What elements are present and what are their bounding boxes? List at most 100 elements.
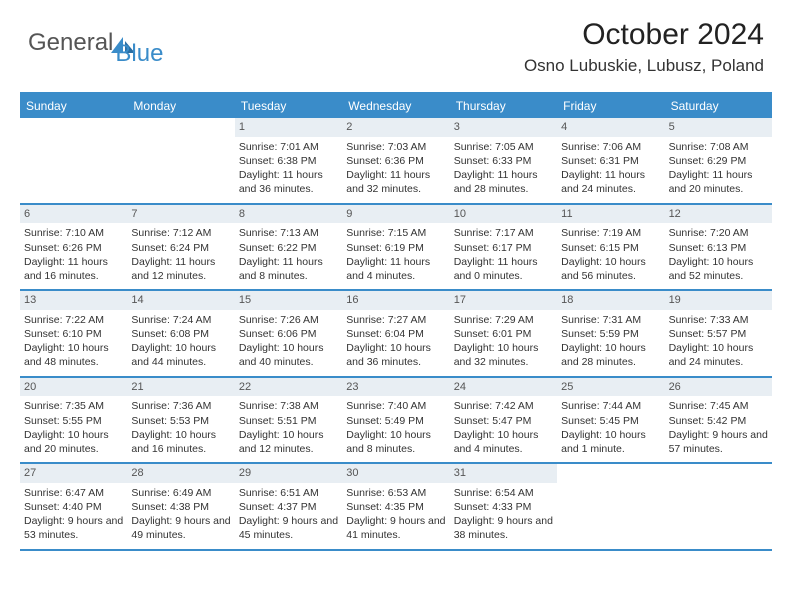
sunset-line: Sunset: 6:33 PM bbox=[452, 154, 553, 168]
day-number: 25 bbox=[557, 378, 664, 397]
day-number: 4 bbox=[557, 118, 664, 137]
daylight-line: Daylight: 11 hours and 4 minutes. bbox=[344, 255, 445, 283]
sunset-line: Sunset: 6:04 PM bbox=[344, 327, 445, 341]
day-number: 7 bbox=[127, 205, 234, 224]
week-row: 27Sunrise: 6:47 AMSunset: 4:40 PMDayligh… bbox=[20, 464, 772, 551]
sunrise-line: Sunrise: 7:35 AM bbox=[22, 399, 123, 413]
calendar-cell: 2Sunrise: 7:03 AMSunset: 6:36 PMDaylight… bbox=[342, 118, 449, 203]
day-number: 23 bbox=[342, 378, 449, 397]
calendar-cell: 12Sunrise: 7:20 AMSunset: 6:13 PMDayligh… bbox=[665, 205, 772, 290]
calendar-cell: 10Sunrise: 7:17 AMSunset: 6:17 PMDayligh… bbox=[450, 205, 557, 290]
location-text: Osno Lubuskie, Lubusz, Poland bbox=[524, 56, 764, 76]
calendar-cell: 22Sunrise: 7:38 AMSunset: 5:51 PMDayligh… bbox=[235, 378, 342, 463]
sunrise-line: Sunrise: 7:13 AM bbox=[237, 226, 338, 240]
calendar-cell: 20Sunrise: 7:35 AMSunset: 5:55 PMDayligh… bbox=[20, 378, 127, 463]
calendar-cell bbox=[20, 118, 127, 203]
sunrise-line: Sunrise: 7:08 AM bbox=[667, 140, 768, 154]
calendar-cell: 7Sunrise: 7:12 AMSunset: 6:24 PMDaylight… bbox=[127, 205, 234, 290]
cell-body: Sunrise: 7:22 AMSunset: 6:10 PMDaylight:… bbox=[20, 313, 127, 376]
sunrise-line: Sunrise: 7:19 AM bbox=[559, 226, 660, 240]
cell-body: Sunrise: 7:19 AMSunset: 6:15 PMDaylight:… bbox=[557, 226, 664, 289]
day-number: 30 bbox=[342, 464, 449, 483]
cell-body: Sunrise: 7:13 AMSunset: 6:22 PMDaylight:… bbox=[235, 226, 342, 289]
sunset-line: Sunset: 5:53 PM bbox=[129, 414, 230, 428]
logo-text-blue: Blue bbox=[115, 40, 163, 68]
daylight-line: Daylight: 10 hours and 48 minutes. bbox=[22, 341, 123, 369]
cell-body: Sunrise: 7:24 AMSunset: 6:08 PMDaylight:… bbox=[127, 313, 234, 376]
sunrise-line: Sunrise: 7:01 AM bbox=[237, 140, 338, 154]
calendar-cell: 14Sunrise: 7:24 AMSunset: 6:08 PMDayligh… bbox=[127, 291, 234, 376]
day-number: 17 bbox=[450, 291, 557, 310]
sunset-line: Sunset: 4:33 PM bbox=[452, 500, 553, 514]
logo-text-general: General bbox=[28, 29, 113, 57]
day-number: 26 bbox=[665, 378, 772, 397]
calendar-cell bbox=[557, 464, 664, 549]
sunrise-line: Sunrise: 7:36 AM bbox=[129, 399, 230, 413]
calendar-cell bbox=[127, 118, 234, 203]
calendar-cell: 28 Sunrise: 6:49 AMSunset: 4:38 PMDayligh… bbox=[127, 464, 234, 549]
day-number: 9 bbox=[342, 205, 449, 224]
sunrise-line: Sunrise: 7:29 AM bbox=[452, 313, 553, 327]
sunrise-line: Sunrise: 7:42 AM bbox=[452, 399, 553, 413]
calendar-cell: 1Sunrise: 7:01 AMSunset: 6:38 PMDaylight… bbox=[235, 118, 342, 203]
cell-body: Sunrise: 7:06 AMSunset: 6:31 PMDaylight:… bbox=[557, 140, 664, 203]
daylight-line: Daylight: 11 hours and 28 minutes. bbox=[452, 168, 553, 196]
day-header: Tuesday bbox=[235, 94, 342, 118]
cell-body: Sunrise: 7:05 AMSunset: 6:33 PMDaylight:… bbox=[450, 140, 557, 203]
daylight-line: Daylight: 10 hours and 44 minutes. bbox=[129, 341, 230, 369]
sunrise-line: Sunrise: 7:17 AM bbox=[452, 226, 553, 240]
daylight-line: Daylight: 10 hours and 16 minutes. bbox=[129, 428, 230, 456]
sunset-line: Sunset: 6:17 PM bbox=[452, 241, 553, 255]
day-number: 11 bbox=[557, 205, 664, 224]
day-number: 28 bbox=[127, 464, 234, 483]
daylight-line: Daylight: 10 hours and 1 minute. bbox=[559, 428, 660, 456]
title-block: October 2024 Osno Lubuskie, Lubusz, Pola… bbox=[524, 18, 764, 76]
calendar-cell: 25Sunrise: 7:44 AMSunset: 5:45 PMDayligh… bbox=[557, 378, 664, 463]
sunrise-line: Sunrise: 7:40 AM bbox=[344, 399, 445, 413]
sunrise-line: Sunrise: 7:05 AM bbox=[452, 140, 553, 154]
day-number: 12 bbox=[665, 205, 772, 224]
cell-body: Sunrise: 6:51 AMSunset: 4:37 PMDaylight:… bbox=[235, 486, 342, 549]
calendar-cell: 27Sunrise: 6:47 AMSunset: 4:40 PMDayligh… bbox=[20, 464, 127, 549]
daylight-line: Daylight: 10 hours and 20 minutes. bbox=[22, 428, 123, 456]
sunset-line: Sunset: 6:24 PM bbox=[129, 241, 230, 255]
calendar-cell: 19Sunrise: 7:33 AMSunset: 5:57 PMDayligh… bbox=[665, 291, 772, 376]
sunrise-line: Sunrise: 7:15 AM bbox=[344, 226, 445, 240]
cell-body: Sunrise: 7:36 AMSunset: 5:53 PMDaylight:… bbox=[127, 399, 234, 462]
daylight-line: Daylight: 11 hours and 16 minutes. bbox=[22, 255, 123, 283]
sunrise-line: Sunrise: 6:54 AM bbox=[452, 486, 553, 500]
day-header-row: SundayMondayTuesdayWednesdayThursdayFrid… bbox=[20, 94, 772, 118]
sunset-line: Sunset: 4:35 PM bbox=[344, 500, 445, 514]
day-number: 2 bbox=[342, 118, 449, 137]
sunrise-line: Sunrise: 6:47 AM bbox=[22, 486, 123, 500]
calendar-cell: 18 Sunrise: 7:31 AMSunset: 5:59 PMDayligh… bbox=[557, 291, 664, 376]
calendar-cell: 3Sunrise: 7:05 AMSunset: 6:33 PMDaylight… bbox=[450, 118, 557, 203]
day-number: 27 bbox=[20, 464, 127, 483]
cell-body: Sunrise: 7:26 AMSunset: 6:06 PMDaylight:… bbox=[235, 313, 342, 376]
daylight-line: Daylight: 10 hours and 12 minutes. bbox=[237, 428, 338, 456]
day-number: 13 bbox=[20, 291, 127, 310]
sunset-line: Sunset: 5:49 PM bbox=[344, 414, 445, 428]
sunrise-line: Sunrise: 6:49 AM bbox=[129, 486, 230, 500]
day-number: 18 bbox=[557, 291, 664, 310]
calendar-cell: 23Sunrise: 7:40 AMSunset: 5:49 PMDayligh… bbox=[342, 378, 449, 463]
cell-body: Sunrise: 6:49 AMSunset: 4:38 PMDaylight:… bbox=[127, 486, 234, 549]
calendar-cell: 4 Sunrise: 7:06 AMSunset: 6:31 PMDaylight… bbox=[557, 118, 664, 203]
daylight-line: Daylight: 10 hours and 36 minutes. bbox=[344, 341, 445, 369]
daylight-line: Daylight: 10 hours and 4 minutes. bbox=[452, 428, 553, 456]
cell-body: Sunrise: 7:27 AMSunset: 6:04 PMDaylight:… bbox=[342, 313, 449, 376]
sunrise-line: Sunrise: 7:33 AM bbox=[667, 313, 768, 327]
sunrise-line: Sunrise: 7:45 AM bbox=[667, 399, 768, 413]
daylight-line: Daylight: 11 hours and 24 minutes. bbox=[559, 168, 660, 196]
calendar-cell: 17Sunrise: 7:29 AMSunset: 6:01 PMDayligh… bbox=[450, 291, 557, 376]
sunset-line: Sunset: 5:42 PM bbox=[667, 414, 768, 428]
calendar-cell: 21Sunrise: 7:36 AMSunset: 5:53 PMDayligh… bbox=[127, 378, 234, 463]
sunset-line: Sunset: 5:47 PM bbox=[452, 414, 553, 428]
sunset-line: Sunset: 6:38 PM bbox=[237, 154, 338, 168]
calendar-cell: 26Sunrise: 7:45 AMSunset: 5:42 PMDayligh… bbox=[665, 378, 772, 463]
week-row: 13 Sunrise: 7:22 AMSunset: 6:10 PMDayligh… bbox=[20, 291, 772, 378]
daylight-line: Daylight: 9 hours and 41 minutes. bbox=[344, 514, 445, 542]
daylight-line: Daylight: 9 hours and 53 minutes. bbox=[22, 514, 123, 542]
cell-body: Sunrise: 7:31 AMSunset: 5:59 PMDaylight:… bbox=[557, 313, 664, 376]
calendar-cell bbox=[665, 464, 772, 549]
